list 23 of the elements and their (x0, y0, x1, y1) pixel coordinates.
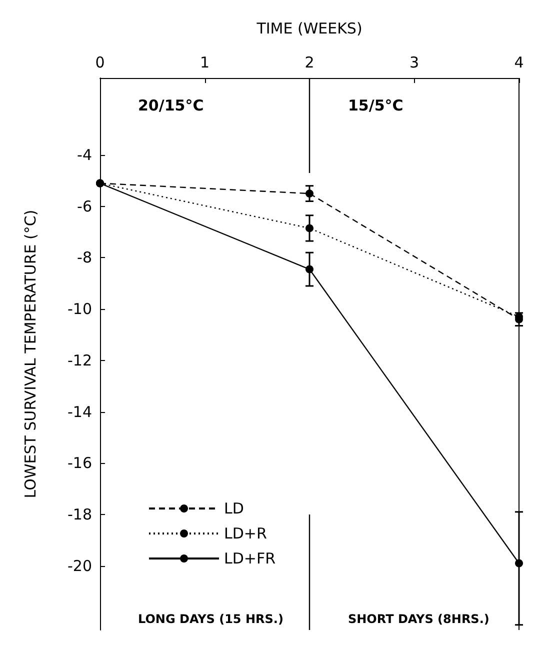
y-tick-label: -18 (68, 505, 92, 524)
x-tick-label: 2 (304, 54, 314, 72)
x-tick-label: 0 (95, 54, 105, 72)
y-axis-title: LOWEST SURVIVAL TEMPERATURE (°C) (22, 210, 40, 498)
y-tick-label: -14 (68, 402, 92, 421)
legend-label: LD (224, 500, 244, 518)
x-tick-label: 4 (514, 54, 524, 72)
annotation: 20/15°C (138, 96, 204, 114)
y-tick-label: -10 (68, 300, 92, 318)
annotation: LONG DAYS (15 HRS.) (138, 612, 284, 626)
y-tick-label: -4 (77, 146, 92, 164)
annotation: 15/5°C (348, 96, 404, 114)
annotation: SHORT DAYS (8HRS.) (348, 612, 490, 626)
legend-label: LD+FR (224, 550, 276, 568)
y-tick-label: -6 (77, 197, 92, 216)
y-tick-label: -20 (68, 556, 92, 575)
legend-label: LD+R (224, 524, 267, 542)
y-tick-label: -16 (68, 454, 92, 472)
x-tick-label: 1 (200, 54, 210, 72)
y-tick-label: -8 (77, 248, 92, 267)
x-axis-title: TIME (WEEKS) (256, 20, 362, 38)
y-tick-label: -12 (68, 351, 92, 370)
x-tick-label: 3 (409, 54, 420, 72)
